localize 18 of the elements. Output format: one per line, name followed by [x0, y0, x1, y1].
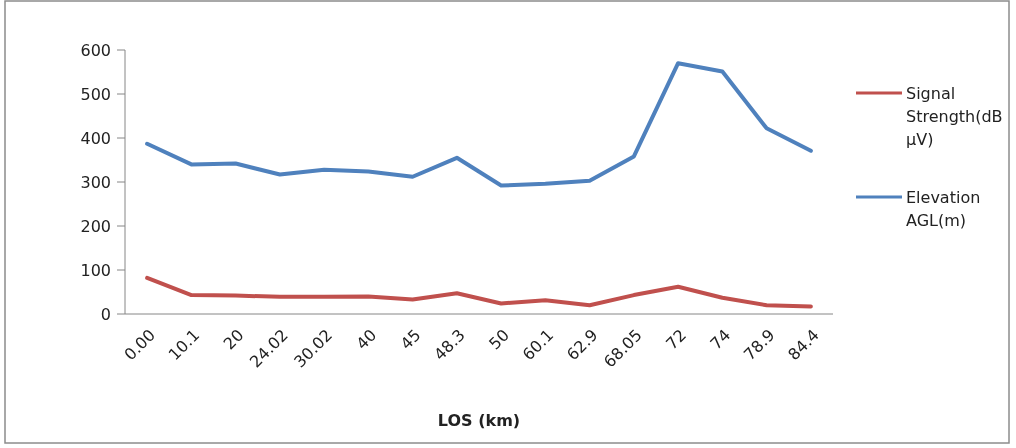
y-tick-label: 100 — [80, 260, 111, 280]
x-axis-title: LOS (km) — [437, 411, 521, 430]
x-tick-label: 74 — [706, 325, 735, 354]
x-tick-label: 50 — [485, 325, 514, 354]
y-tick-label: 400 — [80, 128, 111, 148]
x-tick-label: 40 — [352, 325, 381, 354]
y-tick-label: 600 — [80, 40, 111, 60]
line-series — [145, 275, 813, 309]
y-tick-label: 0 — [100, 304, 111, 324]
x-tick-label: 45 — [396, 325, 425, 354]
line-series — [145, 61, 813, 188]
legend-label: Elevation AGL(m) — [906, 188, 981, 230]
y-tick-label: 200 — [80, 216, 111, 236]
legend-label: Signal Strength(dB µV) — [906, 84, 1003, 149]
x-tick-label: 72 — [662, 325, 691, 354]
y-tick-label: 500 — [80, 84, 111, 104]
y-tick-label: 300 — [80, 172, 111, 192]
x-tick-label: 20 — [219, 325, 248, 354]
